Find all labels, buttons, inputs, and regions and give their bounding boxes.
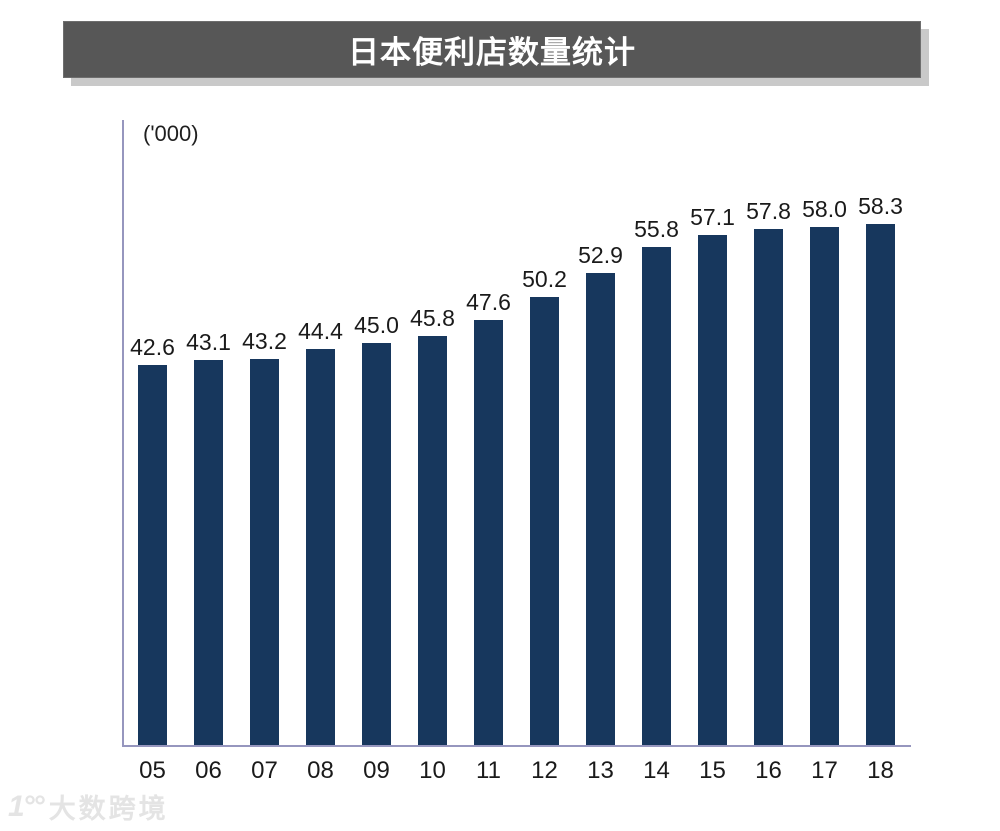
bar-11	[474, 320, 503, 745]
x-tick-label: 11	[476, 757, 501, 784]
x-tick-label: 17	[811, 757, 838, 784]
x-tick-label: 09	[363, 757, 390, 784]
bar-value-label: 45.0	[354, 312, 399, 338]
chart-title-bar: 日本便利店数量统计	[63, 21, 921, 78]
bar-05	[138, 365, 167, 745]
x-tick-label: 10	[419, 757, 446, 784]
bar-value-label: 44.4	[298, 318, 343, 344]
x-tick-label: 12	[531, 757, 558, 784]
x-tick-label: 15	[699, 757, 726, 784]
bar-value-label: 58.0	[802, 196, 847, 222]
x-tick-label: 05	[139, 757, 166, 784]
watermark-logo-icon: 1°°	[8, 789, 45, 823]
bar-value-label: 52.9	[578, 242, 623, 268]
x-tick-label: 18	[867, 757, 894, 784]
bar-08	[306, 349, 335, 745]
bar-value-label: 57.8	[746, 198, 791, 224]
bar-value-label: 43.2	[242, 328, 287, 354]
bar-18	[866, 224, 895, 745]
x-tick-label: 08	[307, 757, 334, 784]
y-axis-line	[122, 120, 124, 747]
bar-value-label: 43.1	[186, 329, 231, 355]
bar-value-label: 45.8	[410, 305, 455, 331]
bar-17	[810, 227, 839, 745]
bar-value-label: 58.3	[858, 193, 903, 219]
bar-value-label: 50.2	[522, 266, 567, 292]
bar-09	[362, 343, 391, 745]
y-axis-unit-label: ('000)	[143, 121, 199, 146]
x-axis-line	[122, 745, 911, 747]
bar-10	[418, 336, 447, 745]
bar-13	[586, 273, 615, 745]
x-tick-label: 07	[251, 757, 278, 784]
bar-value-label: 42.6	[130, 334, 175, 360]
watermark: 1°° 大数跨境	[8, 787, 169, 826]
bar-14	[642, 247, 671, 745]
bar-15	[698, 235, 727, 745]
bar-12	[530, 297, 559, 745]
bar-value-label: 55.8	[634, 216, 679, 242]
x-tick-label: 14	[643, 757, 670, 784]
bar-06	[194, 360, 223, 745]
bar-value-label: 57.1	[690, 204, 735, 230]
bar-16	[754, 229, 783, 745]
bar-07	[250, 359, 279, 745]
bar-value-label: 47.6	[466, 289, 511, 315]
chart-title: 日本便利店数量统计	[348, 35, 636, 70]
x-tick-label: 16	[755, 757, 782, 784]
x-tick-label: 13	[587, 757, 614, 784]
watermark-text: 大数跨境	[48, 794, 169, 824]
x-tick-label: 06	[195, 757, 222, 784]
